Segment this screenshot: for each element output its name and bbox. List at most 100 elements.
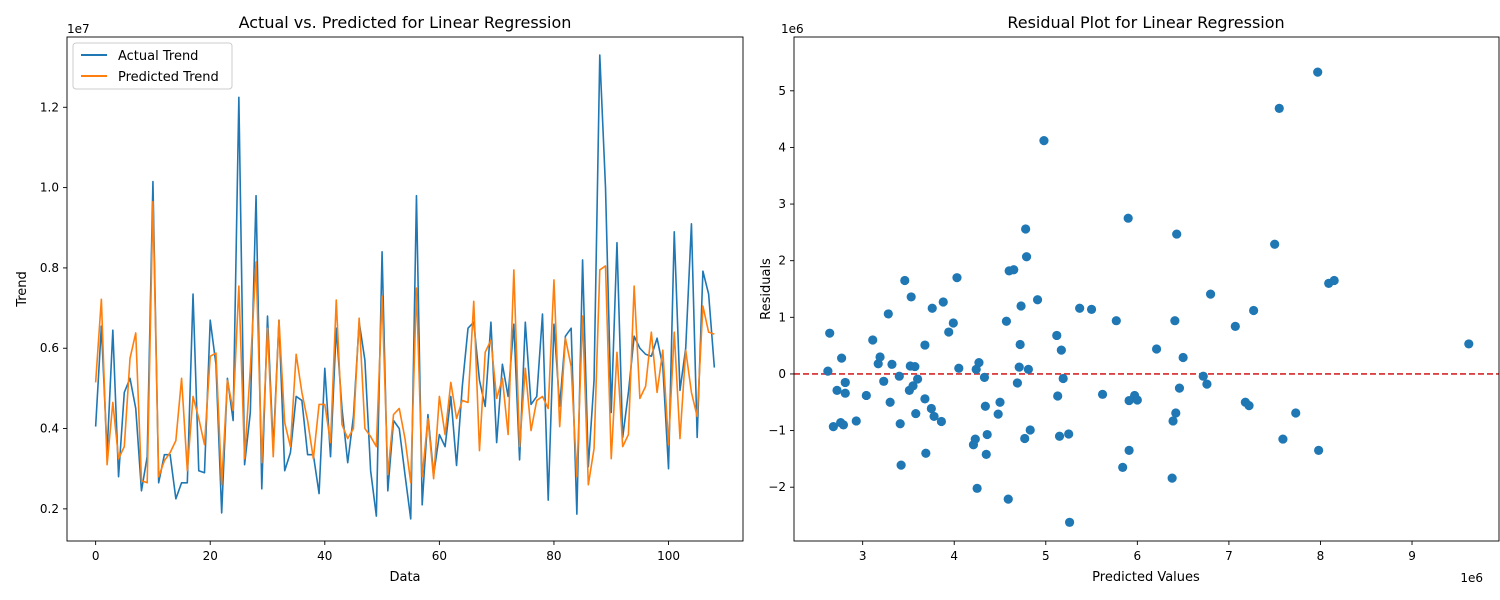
residual-point [1118, 462, 1128, 472]
residual-point [1202, 379, 1212, 389]
right-x-offset-text: 1e6 [1460, 571, 1483, 585]
residual-point [1174, 383, 1185, 393]
residual-point [1124, 445, 1134, 455]
actual-vs-predicted-chart: Actual vs. Predicted for Linear Regressi… [15, 13, 744, 585]
left-y-tick-label: 1.2 [40, 100, 59, 114]
residual-point [1464, 339, 1474, 349]
residual-point [1170, 316, 1180, 326]
left-y-tick-label: 0.4 [40, 422, 59, 436]
residual-point [1075, 303, 1085, 313]
right-y-tick-label: 1 [778, 310, 786, 324]
right-chart-title: Residual Plot for Linear Regression [1007, 13, 1284, 32]
residual-point [993, 409, 1003, 419]
residual-point [883, 309, 893, 319]
actual-trend-line [94, 54, 716, 520]
legend-box [72, 42, 233, 90]
residual-point [1014, 362, 1024, 372]
residual-point [900, 275, 910, 286]
residual-point [981, 449, 991, 459]
residual-point [982, 429, 992, 440]
left-x-tick-label: 40 [317, 549, 332, 563]
residual-point [896, 460, 906, 470]
residual-point [1058, 373, 1068, 384]
residual-point [1016, 301, 1026, 311]
left-y-axis-label: Trend [15, 271, 30, 308]
residual-point [828, 422, 838, 432]
residual-point [1278, 434, 1288, 444]
legend-actual-label: Actual Trend [118, 49, 198, 64]
residual-point [861, 390, 871, 401]
residual-point [948, 318, 958, 328]
residual-point [1313, 67, 1323, 77]
residual-point [823, 366, 833, 376]
residual-point [1171, 408, 1181, 418]
legend-predicted-label: Predicted Trend [118, 70, 219, 85]
residual-point [995, 397, 1005, 407]
residual-point [895, 419, 905, 429]
left-y-tick-label: 0.8 [40, 261, 59, 275]
residual-point [920, 340, 930, 350]
residual-point [1015, 339, 1025, 350]
residual-point [868, 335, 878, 345]
residual-point [906, 292, 916, 302]
right-y-tick-label: −1 [768, 424, 786, 438]
residual-point [974, 358, 984, 368]
residual-point [911, 408, 921, 419]
residual-point [1151, 344, 1162, 354]
left-x-axis-label: Data [389, 570, 420, 585]
residual-point [879, 376, 889, 386]
right-x-tick-label: 5 [1042, 549, 1050, 563]
residual-point [970, 434, 980, 444]
residual-point [1064, 429, 1074, 439]
residual-point [1244, 401, 1254, 411]
residual-point [1314, 445, 1324, 455]
left-x-tick-label: 0 [92, 549, 100, 563]
residual-point [1023, 364, 1033, 375]
residual-point [1270, 239, 1280, 249]
residual-point [832, 385, 842, 395]
residual-point [1039, 136, 1049, 146]
residual-point [1021, 252, 1032, 262]
right-y-tick-label: 2 [778, 254, 786, 268]
right-x-tick-label: 3 [859, 549, 867, 563]
right-y-offset-text: 1e6 [781, 22, 804, 36]
left-x-tick-label: 80 [546, 549, 561, 563]
residual-point [1052, 330, 1062, 341]
right-y-axis-label: Residuals [759, 258, 774, 320]
residual-plot-chart: Residual Plot for Linear Regression 1e6 … [759, 13, 1500, 585]
left-y-tick-label: 0.2 [40, 502, 59, 516]
residual-point [1123, 213, 1133, 223]
right-x-axis-label: Predicted Values [1092, 570, 1200, 585]
residual-point [1329, 275, 1339, 286]
residual-point [1198, 371, 1208, 381]
residual-point [851, 416, 861, 426]
residual-point [1230, 321, 1240, 331]
residual-point [1167, 473, 1177, 483]
residual-point [921, 448, 931, 458]
residual-point [1056, 345, 1066, 355]
residual-point [1172, 229, 1182, 239]
residual-point [1097, 389, 1108, 399]
left-y-offset-text: 1e7 [67, 22, 90, 36]
residual-point [936, 416, 947, 427]
residual-point [1111, 316, 1121, 326]
left-x-tick-label: 100 [657, 549, 680, 563]
residual-point [1168, 416, 1178, 426]
residual-point [1020, 433, 1030, 444]
right-x-tick-label: 7 [1225, 549, 1233, 563]
left-y-tick-label: 0.6 [40, 341, 59, 355]
residual-point [1274, 103, 1284, 113]
right-x-tick-label: 9 [1408, 549, 1416, 563]
residual-point [944, 327, 954, 337]
left-plot-frame [66, 36, 744, 542]
residual-point [910, 361, 920, 372]
right-x-tick-label: 4 [950, 549, 958, 563]
residual-point [1064, 517, 1075, 527]
residual-point [1009, 265, 1019, 275]
residual-point [837, 353, 847, 363]
residual-point [1032, 295, 1043, 305]
residual-point [972, 483, 982, 493]
residual-point [1001, 316, 1012, 326]
